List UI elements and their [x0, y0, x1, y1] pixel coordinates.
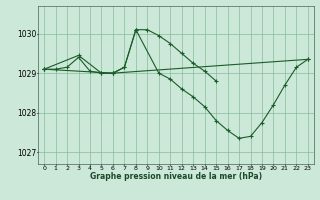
- X-axis label: Graphe pression niveau de la mer (hPa): Graphe pression niveau de la mer (hPa): [90, 172, 262, 181]
